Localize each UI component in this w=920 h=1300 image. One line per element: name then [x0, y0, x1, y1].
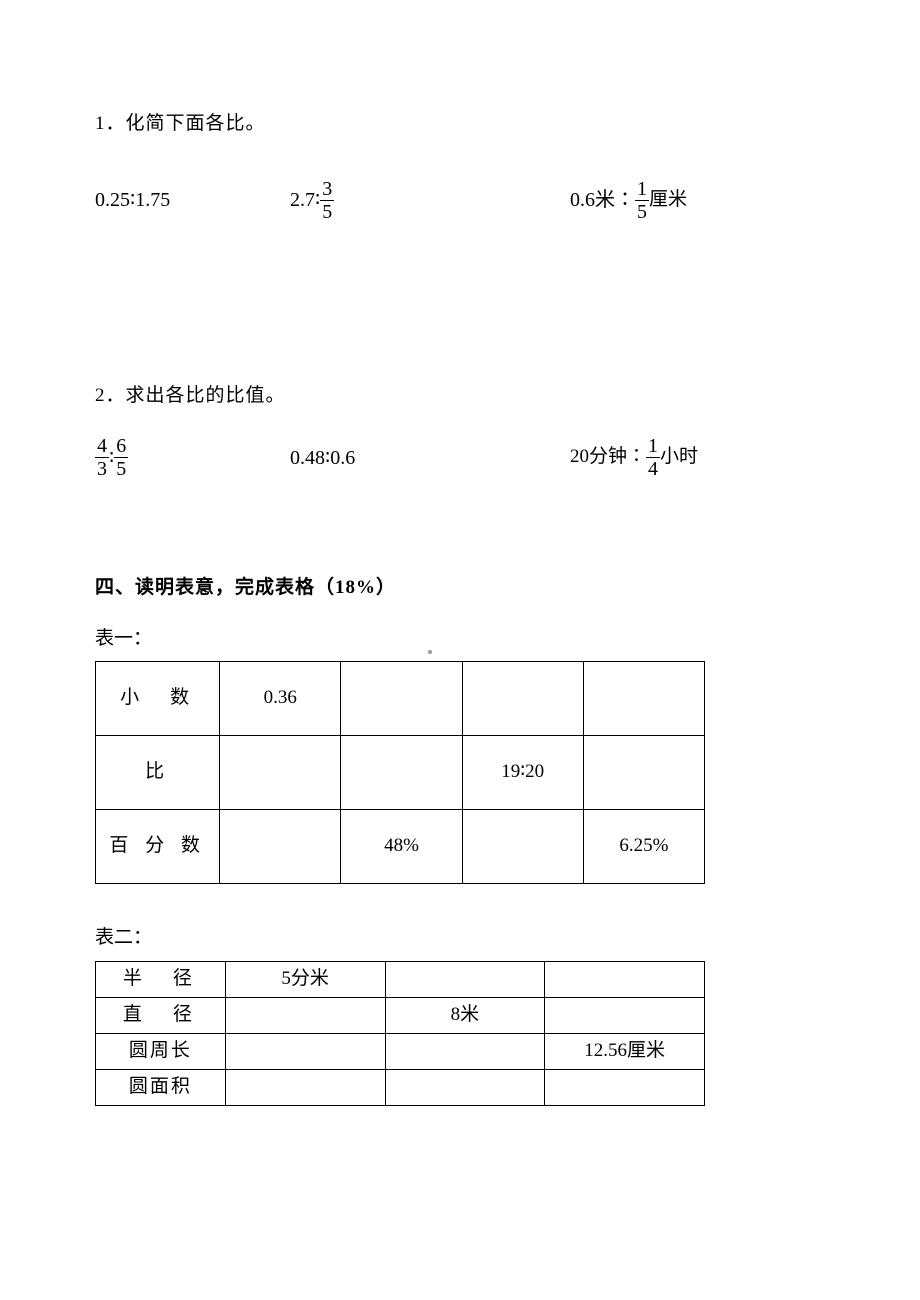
table-cell	[385, 1069, 545, 1105]
problem-1-heading: 1．化简下面各比。	[95, 110, 825, 139]
table-row: 比 19∶20	[96, 736, 705, 810]
row-header: 百 分 数	[96, 810, 220, 884]
denominator: 5	[635, 200, 649, 222]
ratio-text: 0.48∶0.6	[290, 443, 355, 473]
table-row: 圆周长 12.56厘米	[96, 1033, 705, 1069]
fraction: 1 4	[646, 436, 660, 479]
table-cell	[220, 810, 341, 884]
denominator: 5	[320, 200, 334, 222]
table-cell: 6.25%	[583, 810, 704, 884]
denominator: 3	[95, 457, 109, 479]
table-row: 百 分 数 48% 6.25%	[96, 810, 705, 884]
table-cell	[341, 662, 462, 736]
row-header: 直 径	[96, 997, 226, 1033]
row-header: 半 径	[96, 961, 226, 997]
table-cell: 5分米	[225, 961, 385, 997]
ratio-suffix: 小时	[660, 443, 698, 472]
fraction: 6 5	[114, 436, 128, 479]
table-cell	[462, 810, 583, 884]
p1-item-1: 0.25∶1.75	[95, 179, 290, 222]
ratio-prefix: 2.7∶	[290, 185, 320, 215]
row-header: 圆面积	[96, 1069, 226, 1105]
numerator: 1	[635, 179, 649, 200]
table-cell	[583, 662, 704, 736]
fraction: 4 3	[95, 436, 109, 479]
numerator: 4	[95, 436, 109, 457]
ratio-suffix: 厘米	[649, 186, 687, 215]
ratio-prefix: 0.6米∶	[570, 185, 635, 215]
numerator: 3	[320, 179, 334, 200]
table-row: 半 径 5分米	[96, 961, 705, 997]
section-4-heading: 四、读明表意，完成表格（18%）	[95, 574, 825, 603]
ratio-text: 0.25∶1.75	[95, 185, 170, 215]
table-cell	[220, 736, 341, 810]
table-cell: 19∶20	[462, 736, 583, 810]
table-cell	[225, 1033, 385, 1069]
p2-item-3: 20分钟∶ 1 4 小时	[570, 436, 825, 479]
table-row: 小 数 0.36	[96, 662, 705, 736]
fraction: 1 5	[635, 179, 649, 222]
fraction: 3 5	[320, 179, 334, 222]
table-cell	[225, 1069, 385, 1105]
table-cell: 48%	[341, 810, 462, 884]
table-cell	[341, 736, 462, 810]
table-1: 小 数 0.36 比 19∶20 百 分 数 48% 6.25%	[95, 661, 705, 884]
table-row: 圆面积	[96, 1069, 705, 1105]
denominator: 4	[646, 457, 660, 479]
table-row: 直 径 8米	[96, 997, 705, 1033]
table-2: 半 径 5分米 直 径 8米 圆周长 12.56厘米 圆面积	[95, 961, 705, 1106]
table-cell: 12.56厘米	[545, 1033, 705, 1069]
table-cell	[545, 1069, 705, 1105]
table-cell	[462, 662, 583, 736]
page-marker-icon	[428, 650, 432, 654]
table-cell	[545, 961, 705, 997]
table-cell	[545, 997, 705, 1033]
table-cell	[385, 961, 545, 997]
p2-item-1: 4 3 ∶ 6 5	[95, 436, 290, 479]
table-cell	[583, 736, 704, 810]
problem-2-heading: 2．求出各比的比值。	[95, 382, 825, 411]
row-header: 比	[96, 736, 220, 810]
table-cell: 0.36	[220, 662, 341, 736]
numerator: 1	[646, 436, 660, 457]
problem-2-items: 4 3 ∶ 6 5 0.48∶0.6 20分钟∶ 1 4 小时	[95, 436, 825, 479]
numerator: 6	[114, 436, 128, 457]
problem-1-items: 0.25∶1.75 2.7∶ 3 5 0.6米∶ 1 5 厘米	[95, 179, 825, 222]
table-cell: 8米	[385, 997, 545, 1033]
row-header: 圆周长	[96, 1033, 226, 1069]
table-cell	[385, 1033, 545, 1069]
denominator: 5	[114, 457, 128, 479]
p2-item-2: 0.48∶0.6	[290, 436, 570, 479]
p1-item-2: 2.7∶ 3 5	[290, 179, 570, 222]
ratio-prefix: 20分钟∶	[570, 443, 646, 472]
table-2-label: 表二：	[95, 924, 825, 953]
row-header: 小 数	[96, 662, 220, 736]
p1-item-3: 0.6米∶ 1 5 厘米	[570, 179, 825, 222]
table-cell	[225, 997, 385, 1033]
table-1-label: 表一：	[95, 625, 825, 654]
